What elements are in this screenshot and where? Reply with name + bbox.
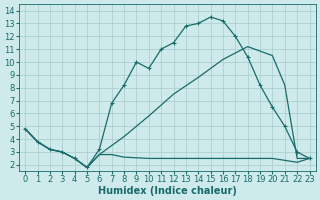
X-axis label: Humidex (Indice chaleur): Humidex (Indice chaleur): [98, 186, 237, 196]
